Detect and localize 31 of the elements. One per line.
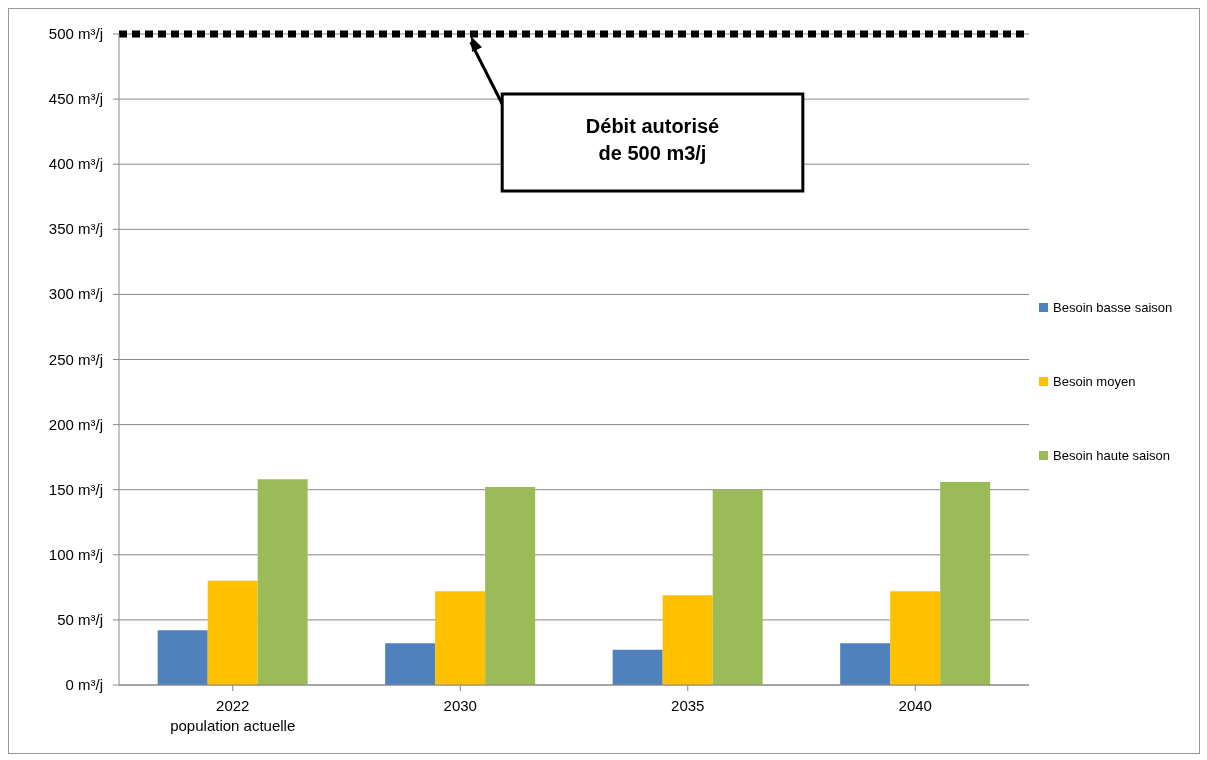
bar: [485, 487, 536, 685]
y-tick-label: 100 m³/j: [48, 545, 103, 563]
y-tick-label: 250 m³/j: [48, 350, 103, 368]
bar: [207, 580, 258, 685]
y-tick-label: 300 m³/j: [48, 285, 103, 303]
y-tick-label: 150 m³/j: [48, 480, 103, 498]
bar: [435, 591, 486, 685]
bar: [840, 643, 891, 685]
annotation: Débit autorisé de 500 m3/j: [585, 114, 720, 164]
bar: [257, 479, 308, 685]
bar: [157, 630, 208, 685]
legend-label: Besoin moyen: [1053, 373, 1136, 389]
y-tick-label: 400 m³/j: [48, 155, 103, 173]
bar: [662, 595, 713, 685]
x-tick-label: 2022 population actuelle: [170, 697, 296, 734]
y-tick-label: 450 m³/j: [48, 90, 103, 108]
y-tick-label: 350 m³/j: [48, 220, 103, 238]
x-tick-label: 2030: [443, 697, 477, 714]
y-tick-label: 0 m³/j: [65, 676, 103, 693]
x-tick-label: 2035: [671, 697, 705, 714]
legend-label: Besoin haute saison: [1053, 447, 1171, 463]
bar: [712, 489, 763, 685]
y-tick-label: 50 m³/j: [57, 610, 103, 628]
x-tick-label: 2040: [898, 697, 932, 714]
bar: [940, 481, 991, 685]
legend-label: Besoin basse saison: [1053, 299, 1173, 315]
bar: [612, 649, 663, 685]
y-tick-label: 500 m³/j: [48, 25, 103, 42]
y-tick-label: 200 m³/j: [48, 415, 103, 433]
bar: [385, 643, 436, 685]
bar: [890, 591, 941, 685]
